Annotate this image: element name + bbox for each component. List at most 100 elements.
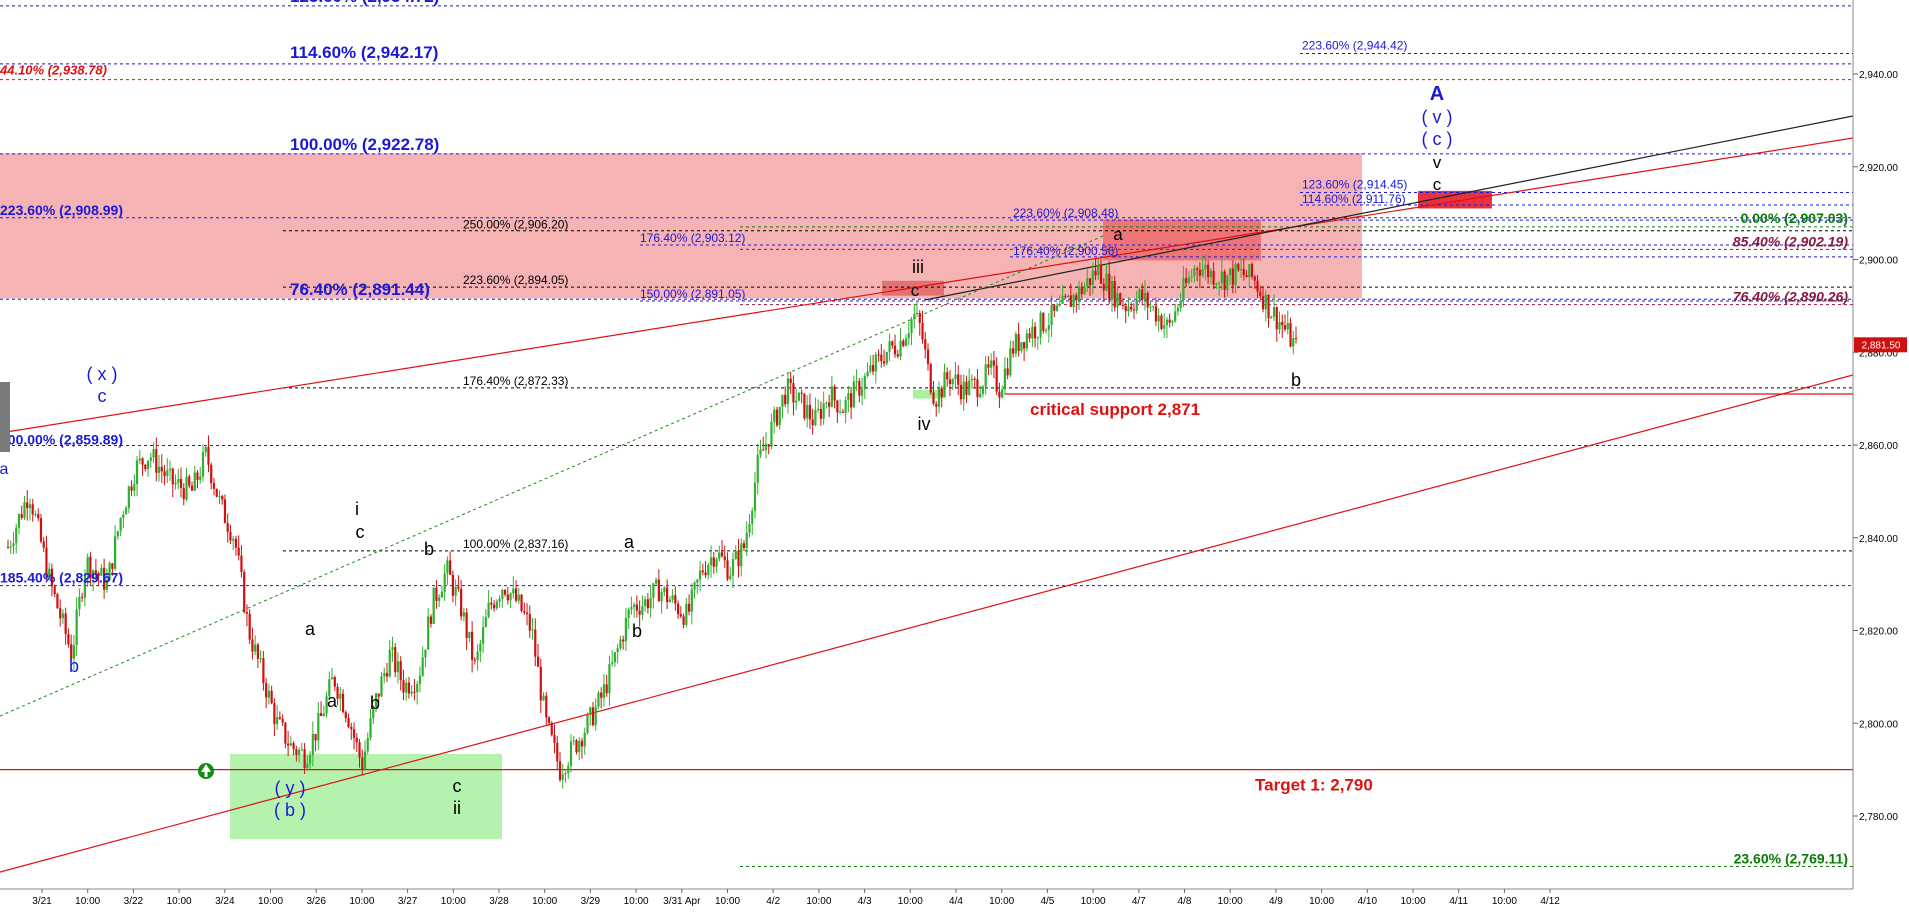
candle-body [319,713,323,716]
candle-body [287,743,290,746]
candle-body [998,391,1001,398]
wave-label: b [370,693,380,713]
candle-body [460,588,463,617]
fib-level-label: 223.60% (2,944.42) [1302,39,1407,53]
candle-body [635,604,638,611]
candle-body [1294,338,1298,340]
fib-level-label: 114.60% (2,942.17) [290,43,438,62]
candle-body [330,677,334,680]
candle-body [622,639,625,642]
candle-body [701,570,704,573]
candle-body [352,729,356,738]
candle-body [608,663,611,694]
black-trend-line [924,115,1854,301]
candle-body [303,749,306,769]
candle-body [789,378,792,384]
candle-body [276,717,279,725]
wave-label: ii [453,798,461,818]
candle-body [100,567,103,576]
candle-body [987,364,990,368]
candle-body [86,556,89,575]
candle-body [383,673,386,677]
candle-body [512,588,515,594]
labels-layer: 123.60% (2,954.72) 114.60% (2,942.17) 44.1… [0,0,1848,867]
candle-body [597,692,600,707]
candle-body [624,617,628,642]
candle-body [773,409,776,422]
candle-body [600,692,603,698]
candle-body [1154,306,1158,322]
candle-body [174,482,177,485]
x-tick-label: 10:00 [1492,896,1517,907]
candle-body [363,751,367,770]
candle-body [594,706,597,726]
x-tick-label: 4/8 [1178,896,1192,907]
candle-body [336,686,339,699]
candle-body [1132,309,1136,311]
candle-body [784,394,787,405]
candle-body [644,599,647,606]
candle-body [764,444,768,451]
candle-body [473,659,476,661]
x-tick-label: 3/26 [306,896,326,907]
candle-body [786,378,790,405]
candle-body [1012,348,1015,354]
candle-body [523,611,526,613]
candle-body [954,374,957,380]
candle-body [888,341,891,352]
candle-body [311,733,314,756]
candle-body [1061,296,1064,304]
candle-body [374,693,378,707]
candle-body [34,514,37,516]
candle-body [869,365,872,372]
candle-body [885,351,888,364]
candle-body [556,742,559,762]
candle-body [1264,294,1267,310]
wave-label: c [1433,175,1442,194]
candle-body [580,740,584,747]
candle-body [308,755,312,764]
candle-body [751,510,754,524]
y-tick-label: 2,780.00 [1859,812,1898,823]
candle-body [64,613,67,635]
candle-body [361,757,364,770]
candle-body [446,560,449,574]
candle-body [138,458,141,461]
candle-body [498,598,501,602]
candle-body [171,468,174,485]
x-tick-label: 10:00 [1218,896,1243,907]
candle-body [1072,295,1075,308]
candle-body [229,531,232,541]
candle-body [1020,342,1023,351]
candle-body [1272,307,1276,317]
y-tick-label: 2,800.00 [1859,719,1898,730]
candle-body [981,386,985,394]
candle-body [957,374,960,385]
candle-body [182,488,185,500]
candle-body [1036,337,1039,339]
candle-body [709,557,713,566]
wave-label: b [1291,370,1301,390]
candle-body [871,365,875,372]
candle-body [1009,348,1012,376]
candle-body [410,691,413,694]
lower-channel-line [0,374,1854,873]
candle-body [731,558,735,576]
candle-body [828,402,831,407]
candle-body [830,386,833,407]
x-tick-label: 10:00 [1309,896,1334,907]
wave-label: ( x ) [87,364,118,384]
candle-body [660,592,663,602]
candle-body [781,394,784,407]
candle-body [534,629,537,657]
wave-label: b [69,656,79,676]
candle-body [391,647,394,650]
candle-body [748,523,751,533]
fib-level-label: 176.40% (2,900.56) [1013,244,1118,258]
candle-body [454,586,457,596]
candle-body [495,601,498,609]
candle-body [226,523,229,532]
candle-body [1053,305,1056,311]
candle-body [863,376,866,390]
candle-body [67,634,70,645]
